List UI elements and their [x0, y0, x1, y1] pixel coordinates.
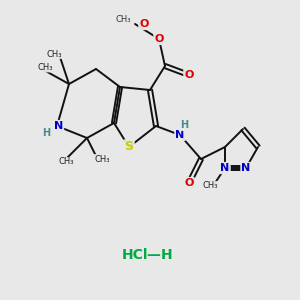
Text: N: N	[220, 163, 230, 173]
Text: —: —	[146, 248, 160, 262]
Text: O: O	[184, 70, 194, 80]
Text: S: S	[124, 140, 134, 154]
Text: CH₃: CH₃	[58, 158, 74, 166]
Text: H: H	[180, 120, 189, 130]
Text: CH₃: CH₃	[115, 15, 131, 24]
Text: CH₃: CH₃	[94, 154, 110, 164]
Text: H: H	[42, 128, 51, 139]
Text: O: O	[139, 19, 149, 29]
Text: N: N	[54, 121, 63, 131]
Text: CH₃: CH₃	[46, 50, 62, 58]
Text: O: O	[184, 178, 194, 188]
Text: N: N	[242, 163, 250, 173]
Text: CH₃: CH₃	[202, 182, 218, 190]
Text: O: O	[154, 34, 164, 44]
Text: H: H	[161, 248, 172, 262]
Text: CH₃: CH₃	[37, 63, 53, 72]
Text: N: N	[176, 130, 184, 140]
Text: HCl: HCl	[122, 248, 148, 262]
